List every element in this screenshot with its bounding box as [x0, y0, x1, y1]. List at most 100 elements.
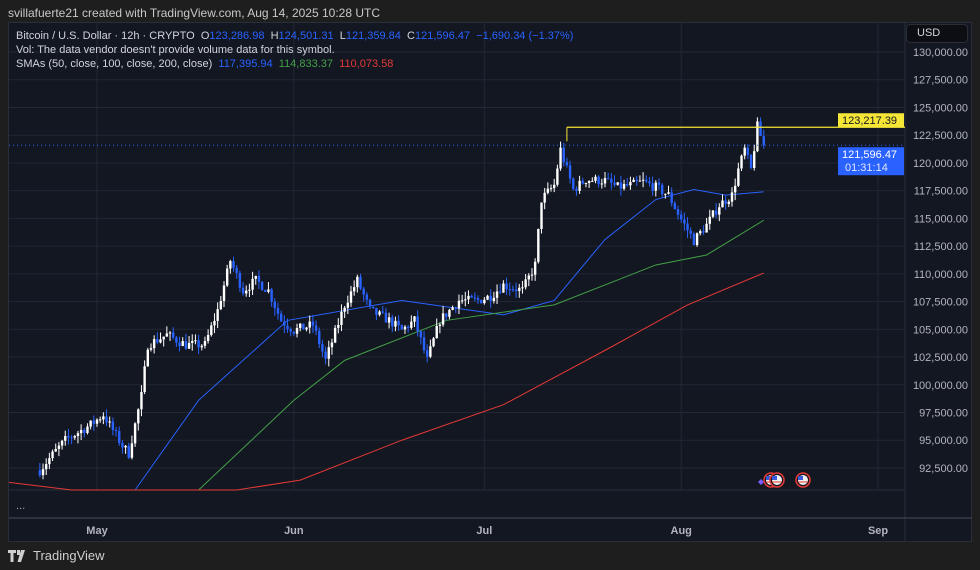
open-value: 123,286.98 — [209, 30, 265, 42]
candle-up — [733, 185, 737, 193]
currency-button[interactable]: USD — [906, 24, 968, 43]
sma-line-sma100 — [198, 219, 765, 491]
candle-down — [270, 289, 273, 302]
candle-down — [759, 121, 762, 137]
candle-down — [384, 312, 388, 323]
sma-label[interactable]: SMAs (50, close, 100, close, 200, close) — [16, 58, 213, 70]
candle-down — [292, 331, 296, 334]
candle-up — [429, 346, 432, 357]
close-value: 121,596.47 — [415, 30, 471, 42]
candle-down — [235, 267, 238, 273]
high-label: H — [270, 30, 279, 42]
candle-up — [165, 333, 169, 337]
candle-up — [492, 297, 496, 301]
candle-up — [267, 289, 270, 292]
candle-down — [321, 344, 324, 352]
candle-down — [692, 233, 696, 246]
candle-down — [724, 200, 727, 204]
candle-down — [67, 435, 70, 438]
candle-up — [216, 309, 219, 321]
resistance-price-label: 123,217.39 — [842, 115, 897, 127]
y-tick-label: 122,500.00 — [913, 130, 968, 142]
candle-up — [464, 299, 467, 301]
candle-down — [175, 337, 178, 343]
candle-up — [578, 180, 581, 191]
candle-down — [479, 300, 483, 304]
y-tick-label: 110,000.00 — [914, 269, 968, 281]
candle-down — [746, 147, 750, 155]
chart-frame — [8, 22, 972, 542]
high-value: 124,501.31 — [278, 30, 334, 42]
volume-note: Vol: The data vendor doesn't provide vol… — [16, 44, 335, 56]
candle-up — [245, 290, 248, 294]
y-tick-label: 107,500.00 — [913, 297, 968, 309]
x-tick-label: Jun — [284, 525, 304, 537]
candle-up — [305, 327, 308, 330]
chart-credit: svillafuerte21 created with TradingView.… — [8, 6, 380, 20]
candle-down — [324, 351, 327, 359]
candle-down — [689, 230, 692, 234]
candle-up — [667, 192, 670, 194]
candle-up — [356, 276, 359, 288]
candle-up — [54, 448, 57, 452]
candle-up — [410, 321, 413, 328]
x-tick-label: Jul — [476, 525, 492, 537]
candle-up — [79, 429, 83, 434]
candle-up — [432, 338, 435, 347]
candle-up — [737, 168, 740, 186]
candle-up — [708, 216, 711, 224]
candle-down — [565, 162, 569, 166]
us-flag-canton — [766, 476, 771, 480]
candle-up — [740, 155, 743, 169]
candle-up — [330, 342, 334, 348]
candle-up — [629, 181, 632, 186]
candle-up — [664, 193, 667, 195]
y-tick-label: 120,000.00 — [913, 158, 968, 170]
candle-up — [603, 178, 607, 184]
candle-up — [343, 307, 346, 312]
candle-down — [581, 180, 584, 184]
candle-up — [495, 291, 499, 298]
candle-up — [327, 347, 330, 359]
candle-down — [702, 231, 705, 233]
candle-down — [514, 289, 518, 292]
y-tick-label: 130,000.00 — [913, 47, 968, 59]
candle-down — [476, 298, 480, 301]
candle-up — [584, 183, 588, 185]
candle-up — [527, 275, 530, 280]
candle-up — [308, 321, 311, 328]
candle-up — [553, 184, 556, 189]
candle-down — [635, 179, 638, 182]
candle-up — [378, 311, 381, 315]
candle-down — [454, 307, 457, 309]
candle-up — [502, 283, 505, 293]
candle-down — [279, 313, 283, 322]
candle-down — [121, 443, 124, 448]
more-pane-button[interactable]: ... — [16, 500, 26, 512]
candle-up — [622, 183, 626, 189]
candle-down — [676, 209, 680, 215]
candle-up — [467, 295, 470, 300]
candle-down — [470, 295, 473, 298]
candle-up — [191, 341, 194, 343]
candle-down — [118, 431, 121, 444]
candle-down — [406, 326, 410, 328]
y-tick-label: 92,500.00 — [919, 463, 968, 475]
candle-up — [162, 336, 165, 340]
candle-up — [210, 325, 213, 336]
candle-down — [184, 341, 188, 349]
candle-up — [51, 451, 54, 459]
candle-up — [718, 207, 721, 215]
y-tick-label: 125,000.00 — [913, 102, 968, 114]
symbol-info[interactable]: Bitcoin / U.S. Dollar · 12h · CRYPTO — [16, 30, 195, 42]
candle-down — [111, 421, 115, 431]
candle-up — [143, 366, 146, 393]
candle-up — [86, 426, 89, 433]
candle-up — [727, 201, 731, 204]
candle-up — [591, 180, 594, 182]
candle-down — [359, 276, 362, 289]
candle-down — [260, 281, 264, 291]
y-tick-label: 115,000.00 — [914, 213, 968, 225]
y-tick-label: 127,500.00 — [913, 75, 968, 87]
